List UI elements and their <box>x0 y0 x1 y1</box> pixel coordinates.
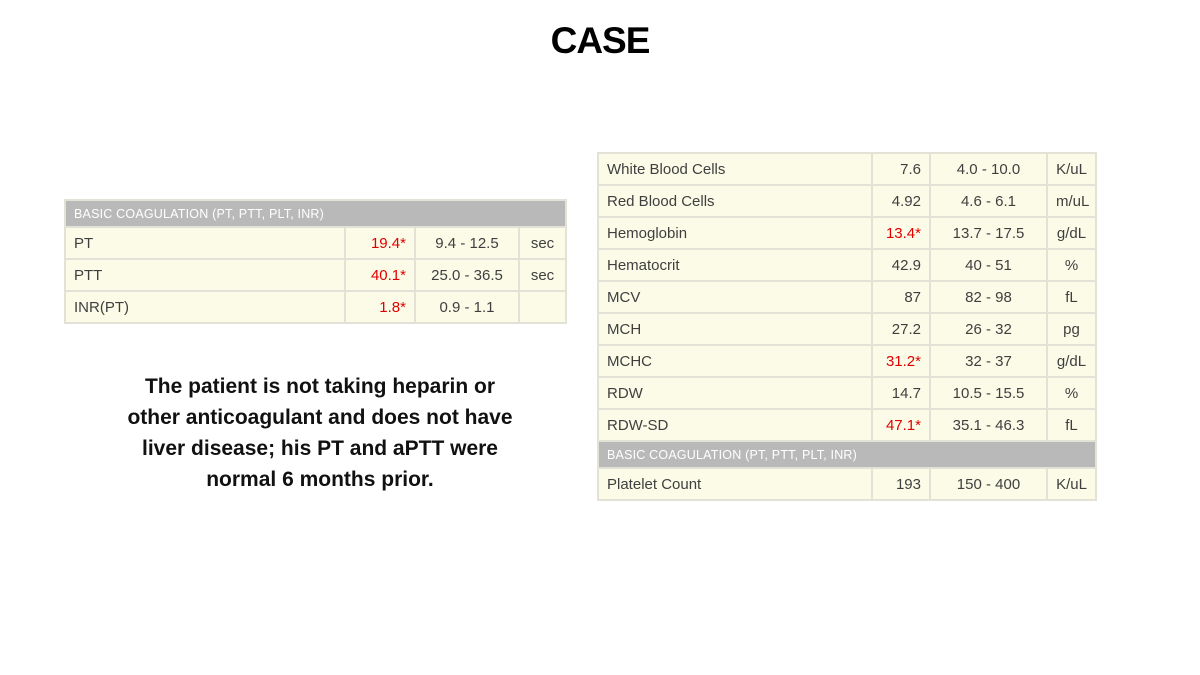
result-value-cell: 87 <box>871 280 931 314</box>
unit-cell: sec <box>517 258 568 292</box>
result-value-cell: 27.2 <box>871 312 931 346</box>
unit-cell: g/dL <box>1046 216 1097 250</box>
test-name-cell: Hemoglobin <box>597 216 873 250</box>
test-name-cell: MCHC <box>597 344 873 378</box>
table-section-header: BASIC COAGULATION (PT, PTT, PLT, INR) <box>63 199 568 228</box>
coagulation-results-panel: BASIC COAGULATION (PT, PTT, PLT, INR) PT… <box>63 199 568 324</box>
lab-result-row: MCH 27.2 26 - 32 pg <box>597 312 1097 346</box>
section-header-label: BASIC COAGULATION (PT, PTT, PLT, INR) <box>597 440 1097 469</box>
reference-range-cell: 150 - 400 <box>929 467 1048 501</box>
lab-result-row: White Blood Cells 7.6 4.0 - 10.0 K/uL <box>597 152 1097 186</box>
lab-result-row: INR(PT) 1.8* 0.9 - 1.1 <box>64 290 568 324</box>
result-value-cell: 14.7 <box>871 376 931 410</box>
unit-cell: g/dL <box>1046 344 1097 378</box>
unit-cell: % <box>1046 248 1097 282</box>
unit-cell: m/uL <box>1046 184 1097 218</box>
test-name-cell: Platelet Count <box>597 467 873 501</box>
lab-result-row: RDW 14.7 10.5 - 15.5 % <box>597 376 1097 410</box>
test-name-cell: White Blood Cells <box>597 152 873 186</box>
unit-cell: fL <box>1046 280 1097 314</box>
coagulation-results-table: BASIC COAGULATION (PT, PTT, PLT, INR) PT… <box>63 199 568 324</box>
unit-cell: fL <box>1046 408 1097 442</box>
reference-range-cell: 10.5 - 15.5 <box>929 376 1048 410</box>
reference-range-cell: 13.7 - 17.5 <box>929 216 1048 250</box>
result-value-cell: 47.1* <box>871 408 931 442</box>
case-note-line: liver disease; his PT and aPTT were <box>142 437 498 460</box>
reference-range-cell: 26 - 32 <box>929 312 1048 346</box>
lab-result-row: Hemoglobin 13.4* 13.7 - 17.5 g/dL <box>597 216 1097 250</box>
test-name-cell: PT <box>64 226 346 260</box>
lab-result-row: Platelet Count 193 150 - 400 K/uL <box>597 467 1097 501</box>
reference-range-cell: 4.6 - 6.1 <box>929 184 1048 218</box>
result-value-cell: 13.4* <box>871 216 931 250</box>
test-name-cell: RDW <box>597 376 873 410</box>
test-name-cell: MCH <box>597 312 873 346</box>
reference-range-cell: 0.9 - 1.1 <box>414 290 520 324</box>
reference-range-cell: 4.0 - 10.0 <box>929 152 1048 186</box>
lab-result-row: Hematocrit 42.9 40 - 51 % <box>597 248 1097 282</box>
case-note-line: other anticoagulant and does not have <box>127 406 513 429</box>
reference-range-cell: 82 - 98 <box>929 280 1048 314</box>
reference-range-cell: 25.0 - 36.5 <box>414 258 520 292</box>
reference-range-cell: 35.1 - 46.3 <box>929 408 1048 442</box>
case-note-line: The patient is not taking heparin or <box>144 375 496 398</box>
result-value-cell: 1.8* <box>344 290 416 324</box>
reference-range-cell: 9.4 - 12.5 <box>414 226 520 260</box>
table-section-header: BASIC COAGULATION (PT, PTT, PLT, INR) <box>597 440 1097 469</box>
lab-result-row: PTT 40.1* 25.0 - 36.5 sec <box>64 258 568 292</box>
test-name-cell: Red Blood Cells <box>597 184 873 218</box>
result-value-cell: 4.92 <box>871 184 931 218</box>
result-value-cell: 42.9 <box>871 248 931 282</box>
unit-cell: % <box>1046 376 1097 410</box>
reference-range-cell: 32 - 37 <box>929 344 1048 378</box>
result-value-cell: 19.4* <box>344 226 416 260</box>
cbc-results-table: White Blood Cells 7.6 4.0 - 10.0 K/uL Re… <box>597 152 1097 501</box>
lab-result-row: RDW-SD 47.1* 35.1 - 46.3 fL <box>597 408 1097 442</box>
test-name-cell: PTT <box>64 258 346 292</box>
cbc-results-panel: White Blood Cells 7.6 4.0 - 10.0 K/uL Re… <box>597 152 1097 501</box>
unit-cell: pg <box>1046 312 1097 346</box>
unit-cell: sec <box>517 226 568 260</box>
unit-cell <box>517 290 568 324</box>
case-note-line: normal 6 months prior. <box>206 468 434 491</box>
test-name-cell: INR(PT) <box>64 290 346 324</box>
reference-range-cell: 40 - 51 <box>929 248 1048 282</box>
case-note: The patient is not taking heparin or oth… <box>70 371 570 495</box>
test-name-cell: MCV <box>597 280 873 314</box>
result-value-cell: 7.6 <box>871 152 931 186</box>
page-title: CASE <box>550 20 651 61</box>
result-value-cell: 31.2* <box>871 344 931 378</box>
unit-cell: K/uL <box>1046 467 1097 501</box>
lab-result-row: Red Blood Cells 4.92 4.6 - 6.1 m/uL <box>597 184 1097 218</box>
test-name-cell: RDW-SD <box>597 408 873 442</box>
lab-result-row: MCV 87 82 - 98 fL <box>597 280 1097 314</box>
result-value-cell: 193 <box>871 467 931 501</box>
result-value-cell: 40.1* <box>344 258 416 292</box>
lab-result-row: PT 19.4* 9.4 - 12.5 sec <box>64 226 568 260</box>
lab-result-row: MCHC 31.2* 32 - 37 g/dL <box>597 344 1097 378</box>
section-header-label: BASIC COAGULATION (PT, PTT, PLT, INR) <box>63 199 568 228</box>
unit-cell: K/uL <box>1046 152 1097 186</box>
test-name-cell: Hematocrit <box>597 248 873 282</box>
